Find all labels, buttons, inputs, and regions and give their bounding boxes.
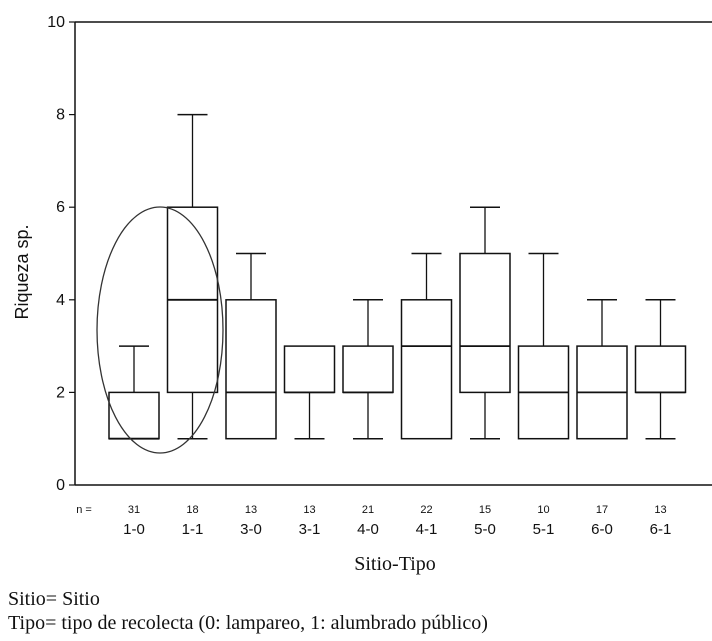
x-tick-label: 6-1 [650,521,672,538]
n-count-4-1: 22 [420,504,432,516]
box-1-0 [108,345,160,440]
y-axis-label: Riqueza sp. [12,224,32,319]
x-tick-label: 1-0 [123,521,145,538]
n-count-1-0: 31 [128,504,140,516]
x-tick-label: 6-0 [591,521,613,538]
n-count-3-0: 13 [245,504,257,516]
boxes [108,113,687,440]
y-tick-label: 2 [56,384,65,401]
box-5-1 [517,252,570,440]
n-count-4-0: 21 [362,504,374,516]
box-6-1 [634,299,687,440]
box-body [283,345,336,394]
box-6-0 [576,299,628,440]
box-4-1 [400,252,453,440]
box-3-0 [225,252,277,440]
box-5-0 [459,206,511,440]
n-counts: n = 31 18 13 13 21 22 15 10 17 13 [76,504,666,516]
n-count-3-1: 13 [303,504,315,516]
axes [74,21,712,486]
box-4-0 [342,299,394,440]
box-body [400,299,453,440]
box-3-1 [283,345,336,440]
box-body [108,391,160,440]
x-tick-label: 4-0 [357,521,379,538]
x-axis-categories: 1-0 1-1 3-0 3-1 4-0 4-1 5-0 5-1 6-0 6-1 [123,521,671,538]
n-label: n = [76,504,92,516]
legend-tipo: Tipo= tipo de recolecta (0: lampareo, 1:… [8,612,488,634]
n-count-1-1: 18 [186,504,198,516]
y-axis-ticks: 0 2 4 6 8 10 [47,14,75,494]
y-tick-label: 10 [47,14,65,31]
n-count-6-0: 17 [596,504,608,516]
y-tick-label: 8 [56,107,65,124]
box-body [225,299,277,440]
box-body [634,345,687,394]
n-count-5-0: 15 [479,504,491,516]
x-tick-label: 5-0 [474,521,496,538]
x-tick-label: 1-1 [182,521,204,538]
x-tick-label: 3-1 [299,521,321,538]
highlight-ellipse [96,206,224,454]
legend-sitio: Sitio= Sitio [8,588,100,610]
n-count-5-1: 10 [537,504,549,516]
x-tick-label: 3-0 [240,521,262,538]
box-body [342,345,394,394]
n-count-6-1: 13 [654,504,666,516]
box-body [459,252,511,394]
x-tick-label: 5-1 [533,521,555,538]
box-1-1 [166,113,219,440]
x-tick-label: 4-1 [416,521,438,538]
y-tick-label: 6 [56,199,65,216]
y-tick-label: 0 [56,477,65,494]
y-tick-label: 4 [56,292,65,309]
x-axis-label: Sitio-Tipo [354,553,436,575]
